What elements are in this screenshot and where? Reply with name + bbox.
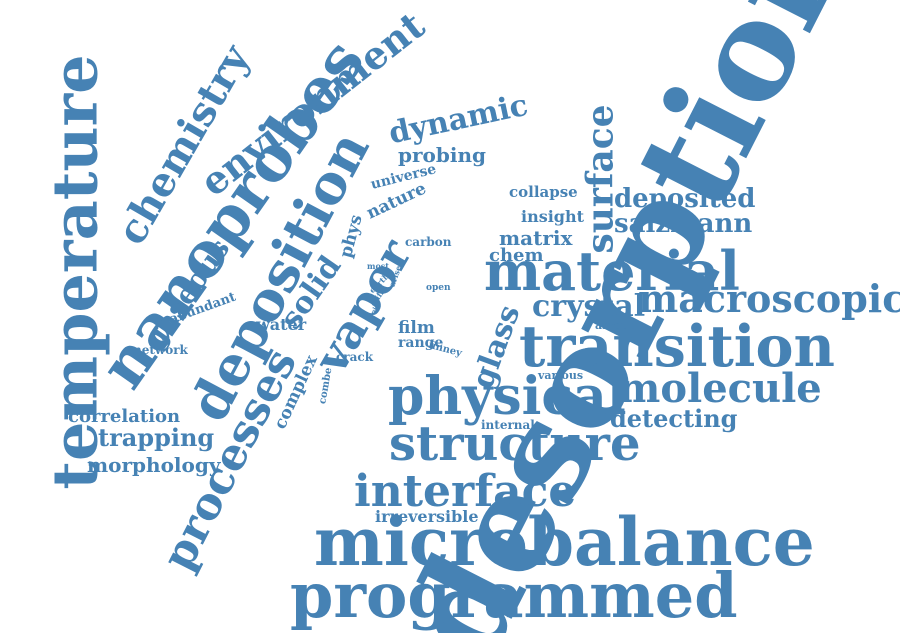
word-salzmann: salzmann — [614, 209, 753, 239]
word-morphology: morphology — [87, 453, 221, 477]
word-probing: probing — [398, 143, 486, 167]
word-most: most — [367, 261, 389, 271]
word-collapse: collapse — [509, 183, 578, 201]
word-water: water — [256, 315, 307, 334]
word-network: network — [133, 343, 188, 357]
word-combe: combe — [317, 366, 335, 405]
word-chem: chem — [489, 245, 544, 266]
word-microbalance: microbalance — [314, 503, 815, 581]
word-range: range — [398, 335, 444, 351]
word-molecule: molecule — [618, 365, 822, 412]
word-physical: physical — [388, 366, 627, 427]
word-finney: finney — [427, 339, 463, 360]
word-irreversible: irreversible — [375, 507, 479, 526]
word-detecting: detecting — [610, 404, 738, 433]
word-deposited: deposited — [614, 184, 756, 214]
word-insight: insight — [521, 207, 585, 226]
word-material: material — [484, 239, 740, 303]
word-correlation: correlation — [68, 406, 181, 427]
word-interface: interface — [354, 466, 577, 517]
word-crystal: crystal — [532, 289, 646, 324]
word-trapping: trapping — [98, 423, 215, 452]
word-various: various — [538, 369, 584, 382]
word-matrix: matrix — [499, 226, 573, 250]
word-carbon: carbon — [405, 235, 452, 249]
word-internal: internal — [481, 418, 535, 432]
word-film: film — [398, 318, 435, 338]
word-dynamic: dynamic — [385, 87, 532, 152]
word-structure: structure — [389, 416, 641, 472]
word-programmed: programmed — [290, 559, 738, 632]
word-open: open — [426, 283, 451, 293]
word-transition: transition — [519, 313, 835, 380]
word-macroscopic: macroscopic — [638, 276, 900, 321]
word-crack: crack — [336, 350, 374, 364]
word-amount: amount — [595, 319, 643, 332]
